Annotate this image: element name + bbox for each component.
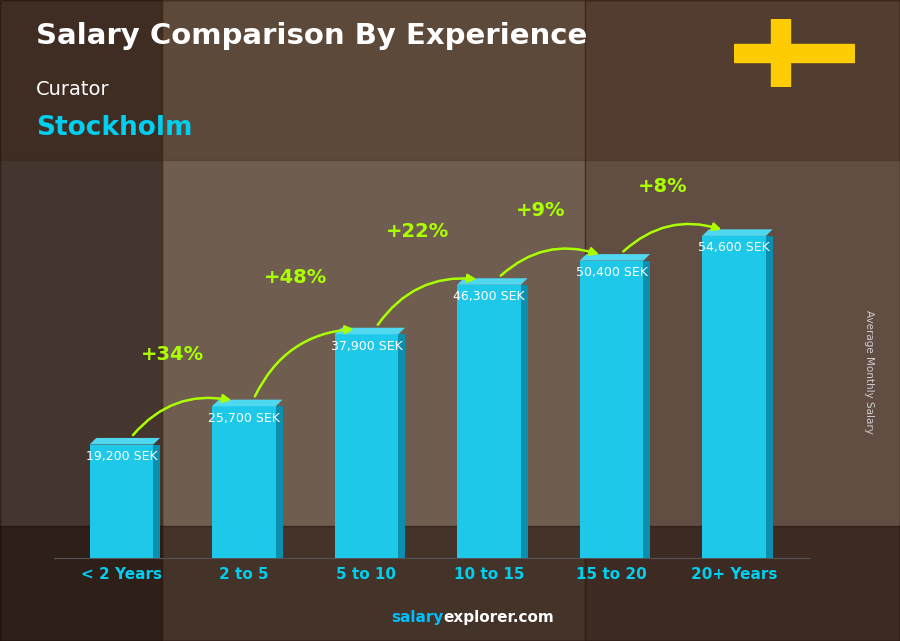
Bar	[335, 335, 399, 558]
Bar	[771, 19, 790, 87]
Text: Curator: Curator	[36, 80, 110, 99]
Text: 46,300 SEK: 46,300 SEK	[454, 290, 525, 303]
Text: 37,900 SEK: 37,900 SEK	[330, 340, 402, 353]
Text: +22%: +22%	[386, 222, 449, 241]
Bar	[212, 406, 275, 558]
Bar	[457, 285, 521, 558]
Bar	[580, 261, 644, 558]
Text: Stockholm: Stockholm	[36, 115, 193, 142]
Polygon shape	[399, 335, 405, 558]
Text: +34%: +34%	[141, 345, 204, 364]
Text: salary: salary	[392, 610, 444, 625]
Bar	[702, 236, 766, 558]
Polygon shape	[153, 444, 160, 558]
Text: 50,400 SEK: 50,400 SEK	[576, 266, 647, 279]
Text: +9%: +9%	[516, 201, 565, 221]
Polygon shape	[644, 261, 650, 558]
Polygon shape	[580, 254, 650, 261]
Polygon shape	[521, 285, 527, 558]
Polygon shape	[212, 399, 283, 406]
Polygon shape	[275, 406, 283, 558]
Polygon shape	[457, 278, 527, 285]
Bar	[734, 44, 855, 62]
Bar	[89, 444, 153, 558]
Text: 19,200 SEK: 19,200 SEK	[86, 450, 158, 463]
Text: Average Monthly Salary: Average Monthly Salary	[863, 310, 874, 434]
Text: +8%: +8%	[638, 177, 688, 196]
Text: Salary Comparison By Experience: Salary Comparison By Experience	[36, 22, 587, 51]
Polygon shape	[702, 229, 772, 236]
Text: +48%: +48%	[264, 268, 327, 287]
Text: 54,600 SEK: 54,600 SEK	[698, 242, 770, 254]
Text: 25,700 SEK: 25,700 SEK	[208, 412, 280, 425]
Polygon shape	[89, 438, 160, 444]
Polygon shape	[335, 328, 405, 335]
Text: explorer.com: explorer.com	[444, 610, 554, 625]
Polygon shape	[766, 236, 772, 558]
